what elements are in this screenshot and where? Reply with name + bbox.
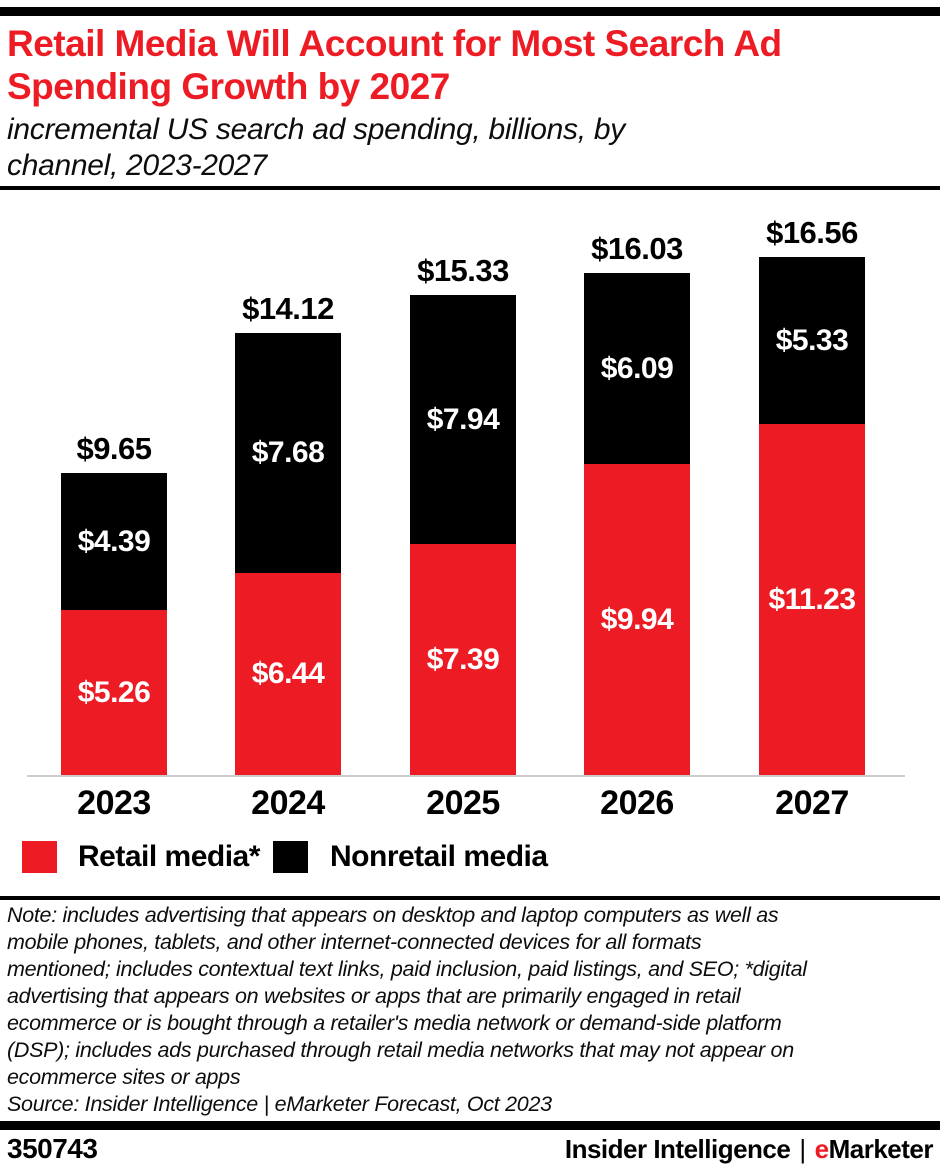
legend-label-nonretail-media: Nonretail media — [330, 840, 548, 873]
bar-nonretail-label-2025: $7.94 — [426, 402, 500, 436]
bar-total-label-2025: $15.33 — [417, 253, 509, 288]
source-text: Source: Insider Intelligence | eMarketer… — [7, 1092, 552, 1116]
legend-swatch-nonretail-media — [273, 841, 308, 873]
footer: 350743 Insider Intelligence | eMarketer — [7, 1133, 934, 1165]
brand-emarketer-rest: Marketer — [828, 1133, 934, 1164]
brand-insider-intelligence: Insider Intelligence — [564, 1133, 791, 1164]
header-divider — [0, 186, 940, 190]
bar-retail-label-2026: $9.94 — [600, 602, 674, 636]
brand-text: Insider Intelligence | eMarketer — [564, 1133, 934, 1165]
note-divider — [0, 896, 940, 900]
bar-total-label-2023: $9.65 — [76, 431, 152, 466]
stacked-bar-chart: $9.65 $4.39 $5.26 2023 $14.12 $7.68 $6.44 2024 $… — [0, 196, 940, 836]
chart-id: 350743 — [7, 1133, 98, 1164]
bar-nonretail-label-2027: $5.33 — [775, 323, 849, 357]
x-tick-label-2023: 2023 — [77, 784, 151, 822]
bar-retail-label-2023: $5.26 — [77, 675, 151, 709]
bar-retail-label-2024: $6.44 — [251, 657, 325, 690]
brand-separator: | — [799, 1133, 806, 1164]
x-axis-line — [27, 775, 905, 777]
bar-retail-segment-2027 — [759, 424, 865, 775]
x-tick-label-2025: 2025 — [426, 784, 500, 822]
chart-subtitle: incremental US search ad spending, billi… — [7, 113, 625, 182]
bar-retail-segment-2025 — [410, 544, 516, 775]
brand-emarketer-e: e — [814, 1133, 829, 1164]
bar-total-label-2027: $16.56 — [766, 215, 858, 250]
bar-nonretail-segment-2027 — [759, 257, 865, 424]
bar-total-label-2026: $16.03 — [591, 231, 683, 266]
bar-retail-segment-2024 — [235, 573, 341, 775]
bar-total-label-2024: $14.12 — [242, 291, 334, 326]
note-text: Note: includes advertising that appears … — [7, 903, 807, 1089]
bar-retail-segment-2023 — [61, 610, 167, 775]
bar-nonretail-segment-2026 — [584, 273, 690, 464]
bar-retail-label-2027: $11.23 — [768, 582, 856, 616]
x-tick-label-2024: 2024 — [251, 784, 325, 822]
legend: Retail media* Nonretail media — [0, 841, 940, 875]
bar-nonretail-segment-2024 — [235, 333, 341, 573]
top-accent-bar — [0, 7, 940, 16]
bar-nonretail-label-2026: $6.09 — [600, 351, 674, 385]
legend-label-retail-media: Retail media* — [78, 840, 260, 873]
bar-retail-segment-2026 — [584, 464, 690, 775]
footer-accent-bar — [0, 1121, 940, 1130]
bar-nonretail-segment-2023 — [61, 473, 167, 610]
bar-retail-label-2025: $7.39 — [426, 642, 500, 676]
legend-swatch-retail-media — [22, 841, 57, 873]
bar-nonretail-label-2024: $7.68 — [251, 436, 325, 469]
bar-nonretail-label-2023: $4.39 — [77, 524, 151, 558]
chart-title: Retail Media Will Account for Most Searc… — [7, 23, 782, 107]
x-tick-label-2026: 2026 — [600, 784, 674, 822]
bar-nonretail-segment-2025 — [410, 295, 516, 544]
x-tick-label-2027: 2027 — [775, 784, 849, 822]
